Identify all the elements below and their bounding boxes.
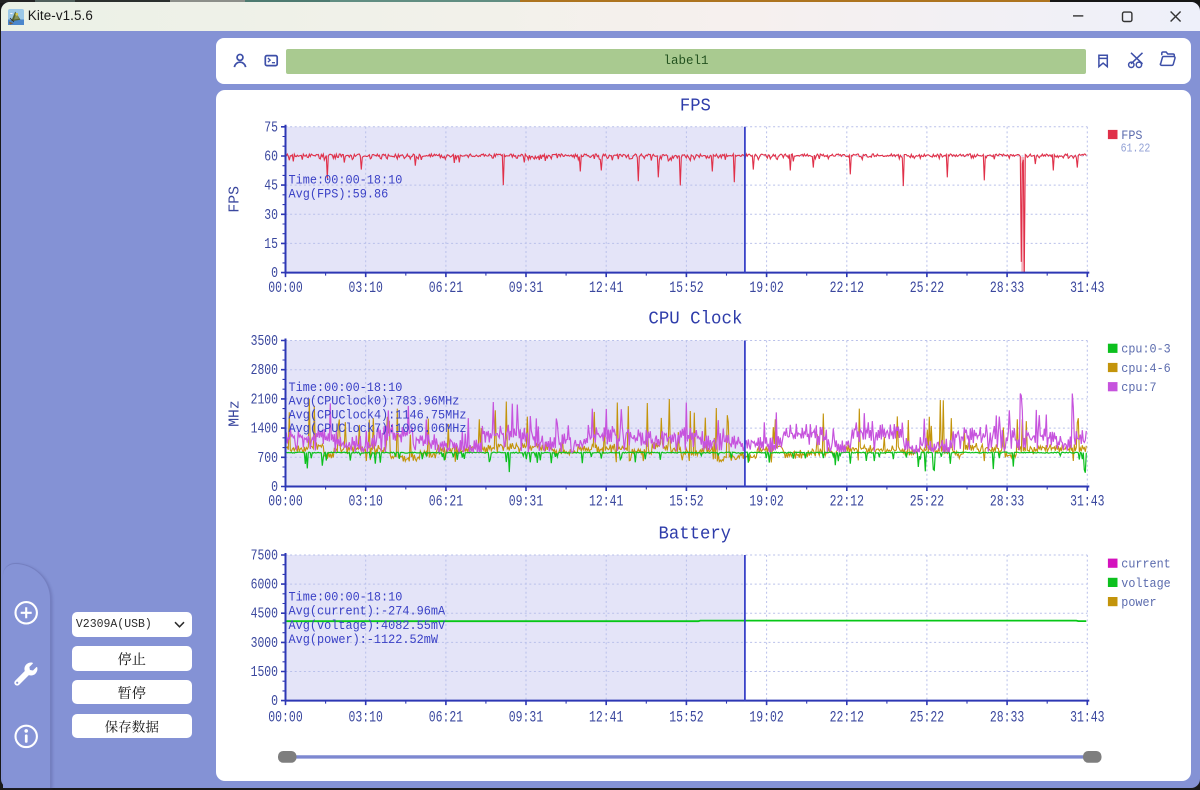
svg-text:45: 45 <box>264 179 278 195</box>
svg-text:31:43: 31:43 <box>1070 279 1104 297</box>
svg-text:12:41: 12:41 <box>589 493 623 511</box>
svg-text:00:00: 00:00 <box>268 493 302 511</box>
svg-text:700: 700 <box>257 451 278 467</box>
svg-text:15:52: 15:52 <box>669 493 703 511</box>
svg-text:Avg(FPS):59.86: Avg(FPS):59.86 <box>289 188 389 202</box>
svg-text:4500: 4500 <box>251 607 278 623</box>
svg-text:19:02: 19:02 <box>749 709 783 727</box>
svg-text:03:10: 03:10 <box>349 493 383 511</box>
svg-text:15:52: 15:52 <box>669 279 703 297</box>
svg-text:2100: 2100 <box>251 392 278 408</box>
svg-text:Avg(CPUClock4):1146.75MHz: Avg(CPUClock4):1146.75MHz <box>289 408 467 422</box>
svg-text:15:52: 15:52 <box>669 709 703 727</box>
svg-text:Time:00:00-18:10: Time:00:00-18:10 <box>289 381 403 395</box>
svg-text:Time:00:00-18:10: Time:00:00-18:10 <box>289 591 403 605</box>
svg-text:03:10: 03:10 <box>349 709 383 727</box>
svg-text:cpu:0-3: cpu:0-3 <box>1121 342 1170 357</box>
svg-text:FPS: FPS <box>1121 128 1142 143</box>
svg-text:cpu:7: cpu:7 <box>1121 380 1156 395</box>
svg-text:Avg(current):-274.96mA: Avg(current):-274.96mA <box>289 605 446 619</box>
svg-text:06:21: 06:21 <box>429 709 463 727</box>
svg-text:Avg(power):-1122.52mW: Avg(power):-1122.52mW <box>289 633 439 647</box>
svg-text:12:41: 12:41 <box>589 709 623 727</box>
svg-text:60: 60 <box>264 150 278 166</box>
svg-text:6000: 6000 <box>251 578 278 594</box>
svg-text:cpu:4-6: cpu:4-6 <box>1121 361 1170 376</box>
svg-text:FPS: FPS <box>680 95 711 116</box>
svg-text:00:00: 00:00 <box>268 279 302 297</box>
svg-text:current: current <box>1121 557 1170 572</box>
svg-text:7500: 7500 <box>251 549 278 565</box>
svg-text:31:43: 31:43 <box>1070 493 1104 511</box>
svg-text:Avg(CPUClock7):1096.06MHz: Avg(CPUClock7):1096.06MHz <box>289 422 467 436</box>
svg-text:22:12: 22:12 <box>830 709 864 727</box>
svg-text:25:22: 25:22 <box>910 493 944 511</box>
svg-text:22:12: 22:12 <box>830 279 864 297</box>
svg-text:MHz: MHz <box>227 400 244 427</box>
svg-text:FPS: FPS <box>227 186 244 213</box>
svg-text:0: 0 <box>271 480 278 496</box>
svg-text:1500: 1500 <box>251 665 278 681</box>
svg-text:power: power <box>1121 595 1156 610</box>
svg-text:00:00: 00:00 <box>268 709 302 727</box>
svg-text:09:31: 09:31 <box>509 493 543 511</box>
svg-text:3000: 3000 <box>251 636 278 652</box>
svg-text:3500: 3500 <box>251 334 278 350</box>
svg-text:CPU Clock: CPU Clock <box>648 308 742 329</box>
svg-text:19:02: 19:02 <box>749 279 783 297</box>
svg-text:25:22: 25:22 <box>910 279 944 297</box>
svg-text:2800: 2800 <box>251 363 278 379</box>
svg-text:75: 75 <box>264 120 278 136</box>
svg-text:12:41: 12:41 <box>589 279 623 297</box>
svg-text:31:43: 31:43 <box>1070 709 1104 727</box>
svg-text:28:33: 28:33 <box>990 493 1024 511</box>
svg-text:Time:00:00-18:10: Time:00:00-18:10 <box>289 174 403 188</box>
svg-text:28:33: 28:33 <box>990 279 1024 297</box>
svg-text:0: 0 <box>271 694 278 710</box>
svg-text:19:02: 19:02 <box>749 493 783 511</box>
svg-text:Avg(voltage):4082.55mV: Avg(voltage):4082.55mV <box>289 619 446 633</box>
svg-text:03:10: 03:10 <box>349 279 383 297</box>
svg-text:25:22: 25:22 <box>910 709 944 727</box>
svg-text:15: 15 <box>264 237 278 253</box>
svg-text:22:12: 22:12 <box>830 493 864 511</box>
svg-text:09:31: 09:31 <box>509 709 543 727</box>
svg-text:Battery: Battery <box>659 524 732 545</box>
svg-text:09:31: 09:31 <box>509 279 543 297</box>
svg-text:1400: 1400 <box>251 422 278 438</box>
svg-text:voltage: voltage <box>1121 576 1170 591</box>
svg-text:06:21: 06:21 <box>429 493 463 511</box>
svg-text:0: 0 <box>271 266 278 282</box>
svg-text:61.22: 61.22 <box>1121 141 1151 155</box>
svg-text:28:33: 28:33 <box>990 709 1024 727</box>
svg-text:06:21: 06:21 <box>429 279 463 297</box>
svg-text:Avg(CPUClock0):783.96MHz: Avg(CPUClock0):783.96MHz <box>289 395 460 409</box>
svg-text:30: 30 <box>264 208 278 224</box>
